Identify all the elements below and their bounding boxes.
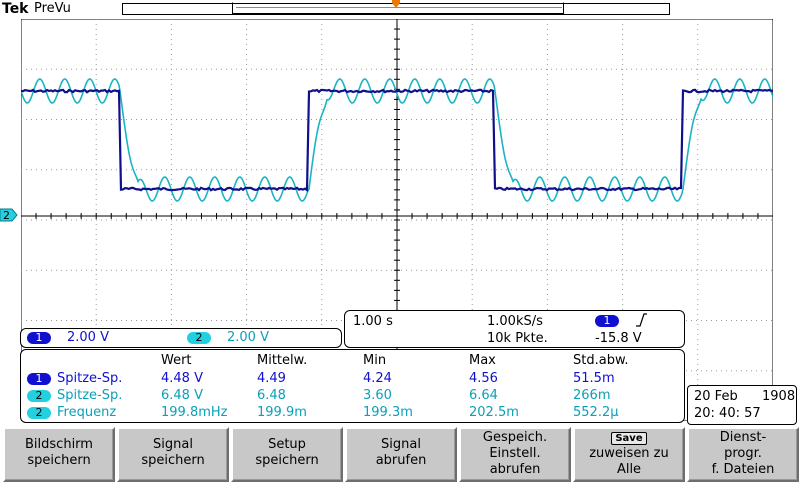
svg-text:2: 2 xyxy=(3,209,10,222)
measurement-row: 2 Spitze-Sp. 6.48 V 6.48 3.60 6.64 266m xyxy=(21,387,684,404)
measurement-row: 2 Frequenz 199.8mHz 199.9m 199.3m 202.5m… xyxy=(21,404,684,421)
softkey-label: Signal xyxy=(119,437,227,453)
meas-mean: 4.49 xyxy=(257,371,286,386)
channel-scale-panel: 1 2.00 V 2 2.00 V xyxy=(20,328,342,348)
channel-1-scale: 2.00 V xyxy=(67,330,109,345)
softkey-label: Gespeich. xyxy=(461,430,569,446)
measurement-panel: Wert Mittelw. Min Max Std.abw. 1 Spitze-… xyxy=(20,349,685,423)
time-per-division: 1.00 s xyxy=(353,314,393,329)
meas-max: 4.56 xyxy=(469,371,498,386)
meas-min: 199.3m xyxy=(363,405,413,420)
meas-min: 4.24 xyxy=(363,371,392,386)
softkey-label: Alle xyxy=(575,462,683,478)
softkey-label: abrufen xyxy=(347,453,455,469)
meas-channel-badge: 2 xyxy=(27,390,51,402)
softkey-label: speichern xyxy=(119,453,227,469)
meas-value: 4.48 V xyxy=(161,371,203,386)
softkey-label: Setup xyxy=(233,437,341,453)
save-setup-softkey[interactable]: Setup speichern xyxy=(231,427,343,482)
meas-header-min: Min xyxy=(363,353,386,368)
timebase-panel: 1.00 s 1.00kS/s 10k Pkte. 1 -15.8 V xyxy=(344,310,685,348)
softkey-label: Bildschirm xyxy=(5,437,113,453)
save-waveform-softkey[interactable]: Signal speichern xyxy=(117,427,229,482)
meas-max: 6.64 xyxy=(469,388,498,403)
softkey-label: Einstell. xyxy=(461,446,569,462)
recall-setup-softkey[interactable]: Gespeich. Einstell. abrufen xyxy=(459,427,571,482)
record-length: 10k Pkte. xyxy=(487,331,548,346)
meas-mean: 199.9m xyxy=(257,405,307,420)
file-utilities-softkey[interactable]: Dienst- progr. f. Dateien xyxy=(687,427,799,482)
acquisition-status: PreVu xyxy=(34,0,71,18)
meas-std: 51.5m xyxy=(573,371,615,386)
channel-2-ground-marker[interactable]: 2 xyxy=(0,208,18,222)
rising-edge-icon xyxy=(635,313,647,327)
save-screen-softkey[interactable]: Bildschirm speichern xyxy=(3,427,115,482)
meas-header-max: Max xyxy=(469,353,496,368)
brand-logo: Tek xyxy=(2,0,29,18)
softkey-label: progr. xyxy=(689,446,797,462)
meas-min: 3.60 xyxy=(363,388,392,403)
top-status-bar: Tek PreVu xyxy=(0,0,800,19)
date-text: 20 Feb xyxy=(694,389,738,405)
trigger-source-badge[interactable]: 1 xyxy=(595,315,619,327)
meas-header-mean: Mittelw. xyxy=(257,353,307,368)
meas-header-value: Wert xyxy=(161,353,192,368)
assign-save-softkey[interactable]: Save zuweisen zu Alle xyxy=(573,427,685,482)
meas-name: Spitze-Sp. xyxy=(57,388,122,403)
time-text: 20: 40: 57 xyxy=(694,406,761,422)
softkey-label: speichern xyxy=(5,453,113,469)
year-text: 1908 xyxy=(762,389,795,405)
trigger-position-icon xyxy=(392,0,400,8)
channel-2-badge[interactable]: 2 xyxy=(187,332,211,344)
meas-mean: 6.48 xyxy=(257,388,286,403)
softkey-label: abrufen xyxy=(461,462,569,478)
softkey-label: speichern xyxy=(233,453,341,469)
meas-header-std: Std.abw. xyxy=(573,353,629,368)
meas-channel-badge: 1 xyxy=(27,373,51,385)
recall-waveform-softkey[interactable]: Signal abrufen xyxy=(345,427,457,482)
meas-max: 202.5m xyxy=(469,405,519,420)
date-time-box: 20 Feb 1908 20: 40: 57 xyxy=(687,385,797,425)
save-badge: Save xyxy=(611,432,646,445)
measurement-row: 1 Spitze-Sp. 4.48 V 4.49 4.24 4.56 51.5m xyxy=(21,370,684,387)
meas-std: 552.2μ xyxy=(573,405,619,420)
softkey-label: Signal xyxy=(347,437,455,453)
softkey-label: Dienst- xyxy=(689,430,797,446)
softkey-label: f. Dateien xyxy=(689,462,797,478)
trigger-level: -15.8 V xyxy=(595,331,642,346)
channel-2-scale: 2.00 V xyxy=(227,330,269,345)
meas-value: 6.48 V xyxy=(161,388,203,403)
softkey-label: zuweisen zu xyxy=(575,446,683,462)
sample-rate: 1.00kS/s xyxy=(487,314,543,329)
meas-std: 266m xyxy=(573,388,610,403)
meas-name: Frequenz xyxy=(57,405,116,420)
meas-value: 199.8mHz xyxy=(161,405,227,420)
meas-channel-badge: 2 xyxy=(27,407,51,419)
meas-name: Spitze-Sp. xyxy=(57,371,122,386)
channel-1-badge[interactable]: 1 xyxy=(27,332,51,344)
